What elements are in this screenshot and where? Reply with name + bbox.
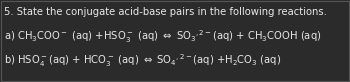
FancyBboxPatch shape: [1, 1, 349, 81]
Text: 5. State the conjugate acid-base pairs in the following reactions.: 5. State the conjugate acid-base pairs i…: [4, 7, 327, 17]
Text: b) HSO$_4^-$(aq) + HCO$_3^-$ (aq) $\Leftrightarrow$ SO$_4$$^{,2-}$(aq) +H$_2$CO$: b) HSO$_4^-$(aq) + HCO$_3^-$ (aq) $\Left…: [4, 52, 281, 69]
Text: a) CH$_3$COO$^-$ (aq) +HSO$_3^-$ (aq) $\Leftrightarrow$ SO$_3$$^{,2-}$(aq) + CH$: a) CH$_3$COO$^-$ (aq) +HSO$_3^-$ (aq) $\…: [4, 28, 322, 45]
